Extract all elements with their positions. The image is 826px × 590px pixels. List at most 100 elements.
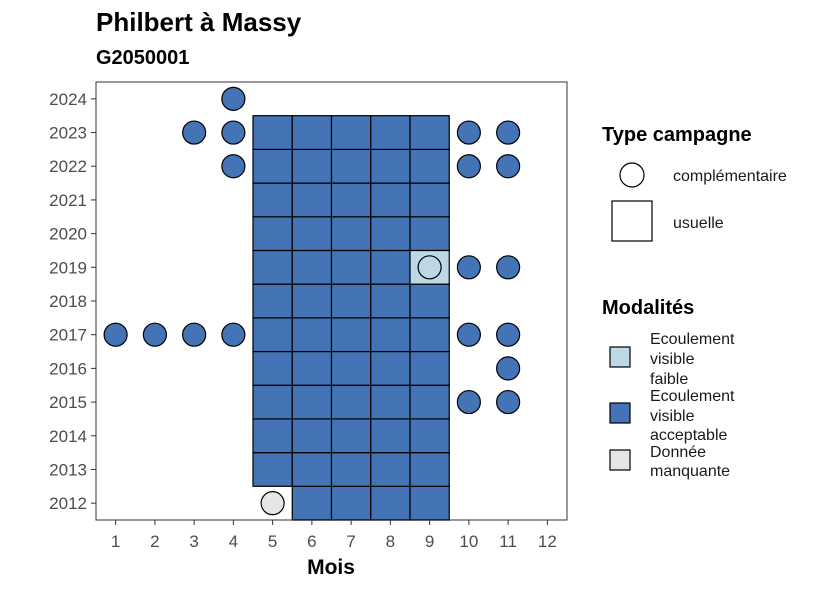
cell-2020-9 [409,216,450,252]
legend-label-faible: visible [650,351,695,368]
legend-label-faible: Ecoulement [650,331,735,348]
point-2022-11 [496,154,521,179]
cell-2013-9 [409,452,450,487]
point-2017-3 [182,322,207,347]
cell-2022-5 [252,148,293,184]
y-tick-label: 2012 [49,494,87,513]
cell-2017-8 [370,317,411,353]
y-tick-label: 2024 [49,90,87,109]
legend-key-faible [609,346,631,368]
x-tick-label: 4 [229,532,238,551]
point-2015-11 [496,389,521,415]
cell-2017-5 [252,317,293,353]
y-tick-label: 2015 [49,393,87,412]
y-tick-label: 2023 [49,124,87,143]
legend-key-manquante [609,449,631,471]
legend-label-acceptable: acceptable [650,427,727,444]
cell-2022-9 [409,148,450,184]
point-2017-1 [103,322,128,347]
cell-2021-7 [330,182,372,218]
cell-2015-6 [291,384,333,420]
cell-2012-6 [291,485,333,521]
cell-2018-7 [330,283,372,319]
point-2017-10 [456,322,481,347]
cell-2016-6 [291,350,333,386]
cell-2019-7 [330,249,372,285]
point-2023-10 [456,120,481,145]
legend-label-acceptable: Ecoulement [650,388,735,405]
cell-2013-5 [252,452,293,487]
point-2022-10 [456,154,481,179]
x-tick-label: 1 [111,532,120,551]
point-2022-4 [221,154,246,179]
cell-2014-6 [291,418,333,454]
cell-2018-9 [409,283,450,319]
point-2023-11 [496,120,521,145]
cell-2017-7 [330,317,372,353]
point-2017-2 [142,322,167,347]
point-2012-5 [260,491,285,516]
y-tick-label: 2019 [49,258,87,277]
point-2019-9 [417,255,442,280]
chart-title: Philbert à Massy [96,7,302,37]
x-tick-label: 9 [425,532,434,551]
cell-2023-8 [370,115,411,150]
cell-2021-6 [291,182,333,218]
cell-2012-7 [330,485,372,521]
cell-2012-8 [370,485,411,521]
cell-2015-7 [330,384,372,420]
point-2024-4 [221,86,246,111]
x-tick-label: 8 [386,532,395,551]
y-tick-label: 2014 [49,427,87,446]
chart-subtitle: G2050001 [96,47,189,69]
cell-2012-9 [409,485,450,521]
y-tick-label: 2016 [49,359,87,378]
cell-2022-8 [370,148,411,184]
legend-label-manquante: Donnée [650,444,706,461]
x-tick-label: 6 [307,532,316,551]
cell-2023-6 [291,115,333,150]
x-tick-label: 5 [268,532,277,551]
point-2016-11 [496,356,521,381]
cell-2014-8 [370,418,411,454]
cell-2013-8 [370,452,411,487]
usuelle-cells [252,115,450,521]
cell-2020-7 [330,216,372,252]
legend-label-usuelle: usuelle [673,215,724,232]
legend-key-usuelle [611,200,653,242]
x-tick-label: 7 [346,532,355,551]
point-2017-4 [221,322,246,347]
legend-title-modalites: Modalités [602,297,694,319]
cell-2016-9 [409,350,450,386]
x-axis-title: Mois [307,556,355,579]
legend-label-complementaire: complémentaire [673,168,787,185]
cell-2023-7 [330,115,372,150]
point-2023-4 [221,120,246,145]
cell-2015-9 [409,384,450,420]
x-tick-label: 2 [150,532,159,551]
cell-2013-7 [330,452,372,487]
cell-2019-5 [252,249,293,285]
cell-2016-5 [252,350,293,386]
cell-2023-9 [409,115,450,150]
cell-2014-7 [330,418,372,454]
legend-label-faible: faible [650,371,688,388]
point-2023-3 [182,120,207,145]
cell-2016-7 [330,350,372,386]
legend-label-acceptable: visible [650,408,695,425]
cell-2015-8 [370,384,411,420]
complementaire-points [103,86,521,516]
cell-2015-5 [252,384,293,420]
cell-2020-6 [291,216,333,252]
x-tick-label: 12 [538,532,557,551]
cell-2023-5 [252,115,293,150]
y-tick-label: 2022 [49,157,87,176]
legend-key-acceptable [609,402,631,424]
cell-2022-7 [330,148,372,184]
cell-2014-9 [409,418,450,454]
cell-2021-9 [409,182,450,218]
x-tick-label: 10 [459,532,478,551]
legend-key-complementaire [619,162,645,188]
point-2017-11 [496,322,521,347]
